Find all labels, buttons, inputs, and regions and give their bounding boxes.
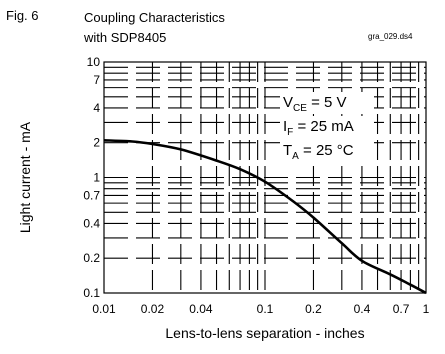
y-tick-label: 4 bbox=[93, 101, 100, 115]
annotation-value: = 25 °C bbox=[299, 142, 354, 159]
x-tick-label: 0.4 bbox=[354, 302, 371, 316]
y-axis-label: Light current - mA bbox=[17, 121, 33, 233]
annotation-value: = 25 mA bbox=[293, 118, 353, 135]
y-tick-label: 10 bbox=[87, 55, 101, 69]
x-axis-label: Lens-to-lens separation - inches bbox=[165, 325, 364, 341]
y-tick-label: 0.4 bbox=[83, 216, 100, 230]
y-tick-label: 0.7 bbox=[83, 188, 100, 202]
annotation-subscript: CE bbox=[293, 103, 307, 114]
annotation-symbol: T bbox=[283, 142, 292, 159]
x-tick-label: 0.1 bbox=[257, 302, 274, 316]
x-tick-label: 0.7 bbox=[393, 302, 410, 316]
x-tick-label: 0.2 bbox=[305, 302, 322, 316]
annotation-symbol: V bbox=[283, 94, 293, 111]
y-tick-label: 1 bbox=[93, 171, 100, 185]
grid-layer bbox=[104, 62, 426, 293]
x-tick-label: 0.04 bbox=[189, 302, 213, 316]
y-tick-label: 7 bbox=[93, 73, 100, 87]
x-tick-label: 0.02 bbox=[141, 302, 165, 316]
y-tick-label: 0.1 bbox=[83, 286, 100, 300]
y-tick-label: 2 bbox=[93, 136, 100, 150]
y-tick-label: 0.2 bbox=[83, 251, 100, 265]
x-tick-label: 0.01 bbox=[92, 302, 116, 316]
annotation-value: = 5 V bbox=[307, 94, 347, 111]
x-tick-label: 1 bbox=[423, 302, 430, 316]
